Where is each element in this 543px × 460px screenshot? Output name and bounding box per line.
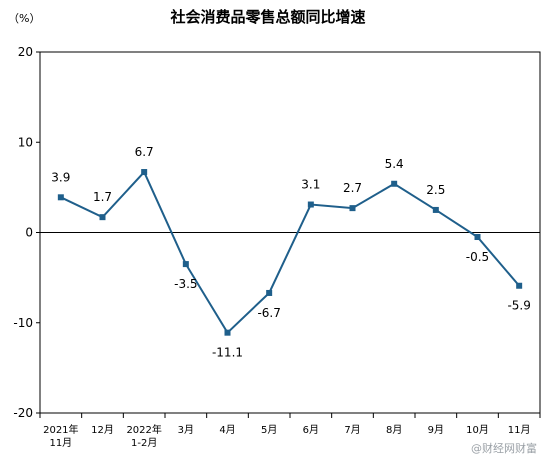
x-tick-label: 4月 bbox=[219, 424, 235, 436]
data-label: 6.7 bbox=[135, 145, 154, 159]
y-tick-label: 20 bbox=[18, 45, 33, 59]
chart-title: 社会消费品零售总额同比增速 bbox=[169, 8, 365, 26]
x-tick-label: 11月 bbox=[49, 437, 72, 449]
data-point bbox=[266, 289, 273, 296]
x-tick-label: 1-2月 bbox=[131, 437, 157, 449]
x-tick-label: 8月 bbox=[386, 424, 402, 436]
data-label: 2.5 bbox=[426, 183, 445, 197]
data-point bbox=[474, 234, 481, 241]
watermark: @财经网财富 bbox=[471, 441, 537, 455]
data-label: -6.7 bbox=[257, 306, 280, 320]
x-tick-label: 10月 bbox=[466, 424, 489, 436]
x-tick-label: 5月 bbox=[261, 424, 277, 436]
data-point bbox=[99, 214, 106, 221]
x-tick-label: 3月 bbox=[178, 424, 194, 436]
data-label: -3.5 bbox=[174, 277, 197, 291]
data-label: 3.9 bbox=[51, 170, 70, 184]
x-tick-label: 11月 bbox=[508, 424, 531, 436]
data-label: 2.7 bbox=[343, 181, 362, 195]
data-point bbox=[391, 180, 398, 187]
x-tick-label: 6月 bbox=[303, 424, 319, 436]
data-point bbox=[307, 201, 314, 208]
x-tick-label: 9月 bbox=[428, 424, 444, 436]
data-label: 5.4 bbox=[385, 157, 404, 171]
y-tick-label: 10 bbox=[18, 135, 33, 149]
data-point bbox=[432, 206, 439, 213]
data-label: -11.1 bbox=[212, 346, 243, 360]
series-group bbox=[57, 169, 523, 336]
data-point bbox=[349, 205, 356, 212]
y-tick-label: 0 bbox=[25, 226, 33, 240]
data-label: -0.5 bbox=[466, 250, 489, 264]
data-point bbox=[516, 282, 523, 289]
data-point bbox=[224, 329, 231, 336]
series-line bbox=[60, 170, 520, 335]
data-label: 3.1 bbox=[301, 178, 320, 192]
x-tick-label: 2021年 bbox=[43, 423, 78, 436]
data-point bbox=[141, 169, 148, 176]
data-point bbox=[57, 194, 64, 201]
x-tick-label: 2022年 bbox=[126, 423, 161, 436]
data-labels: 3.9 1.7 6.7 -3.5 -11.1 -6.7 3.1 2.7 5.4 2.5 -0.5 -5… bbox=[51, 145, 531, 360]
data-point bbox=[182, 261, 189, 268]
x-tick-label: 12月 bbox=[91, 424, 114, 436]
y-axis: 20 10 0 -10 -20 bbox=[13, 45, 40, 420]
x-tick-label: 7月 bbox=[344, 424, 360, 436]
data-label: -5.9 bbox=[507, 299, 530, 313]
data-label: 1.7 bbox=[93, 190, 112, 204]
y-tick-label: -10 bbox=[13, 316, 33, 330]
y-tick-label: -20 bbox=[13, 406, 33, 420]
y-unit-label: （%） bbox=[8, 12, 40, 25]
